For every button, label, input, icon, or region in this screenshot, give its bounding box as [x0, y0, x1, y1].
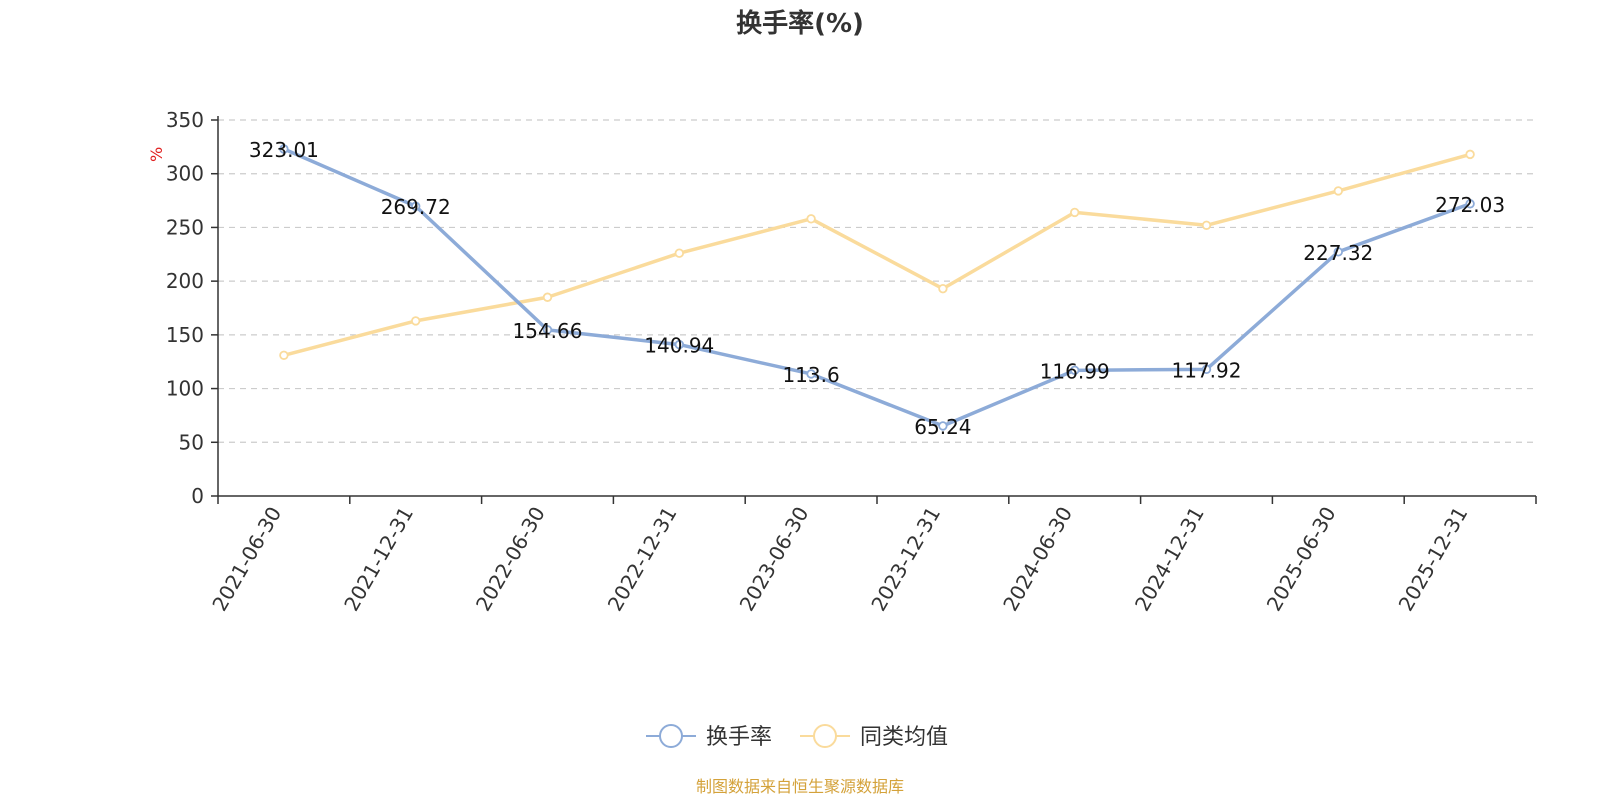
- y-tick-label: 50: [179, 430, 204, 454]
- source-note: 制图数据来自恒生聚源数据库: [696, 777, 904, 796]
- legend-item[interactable]: 换手率: [646, 724, 772, 750]
- data-point: [1069, 365, 1080, 376]
- x-tick-label: 2024-12-31: [1130, 503, 1209, 616]
- data-point: [1333, 186, 1343, 196]
- chart-title: 换手率(%): [736, 8, 864, 39]
- legend[interactable]: 换手率 同类均值: [646, 724, 948, 750]
- data-point: [279, 350, 289, 360]
- x-tick-label: 2021-12-31: [339, 503, 418, 616]
- data-point: [411, 316, 421, 326]
- data-label: 113.6: [782, 363, 839, 387]
- data-label: 140.94: [644, 334, 714, 358]
- y-axis-unit: %: [147, 147, 166, 162]
- y-tick-label: 100: [166, 377, 204, 401]
- data-label: 227.32: [1303, 241, 1373, 265]
- y-tick-label: 0: [191, 484, 204, 508]
- data-label: 323.01: [249, 138, 319, 162]
- x-tick-label: 2023-12-31: [866, 503, 945, 616]
- data-point: [1201, 220, 1212, 230]
- data-label: 272.03: [1435, 193, 1505, 217]
- x-tick-label: 2021-06-30: [207, 503, 286, 616]
- x-tick-label: 2022-06-30: [471, 503, 550, 616]
- legend-label: 换手率: [706, 725, 772, 750]
- data-label: 65.24: [914, 415, 971, 439]
- y-tick-label: 350: [166, 108, 204, 132]
- data-point: [1465, 149, 1475, 160]
- data-point: [938, 283, 948, 294]
- y-tick-label: 250: [166, 215, 204, 239]
- data-label: 269.72: [381, 195, 451, 219]
- x-tick-label: 2024-06-30: [998, 503, 1077, 616]
- series-line-1: [282, 147, 1472, 428]
- legend-item[interactable]: 同类均值: [800, 724, 948, 750]
- data-point: [411, 201, 421, 211]
- data-label: 154.66: [513, 319, 583, 343]
- axes: 0 50 100 150 200 250 300 350 2021-06-30 2021-12-3…: [166, 108, 1537, 616]
- grid-lines: [218, 119, 1536, 443]
- data-point: [542, 292, 553, 302]
- data-labels: 323.01 269.72 154.66 140.94 113.6 65.24 116.99…: [249, 138, 1505, 439]
- data-point: [542, 325, 553, 335]
- data-point: [1465, 199, 1475, 209]
- data-point: [806, 369, 816, 379]
- y-tick-label: 200: [166, 269, 204, 293]
- series-lines: [279, 144, 1475, 431]
- data-point: [1201, 364, 1212, 375]
- data-point: [806, 214, 816, 224]
- x-tick-label: 2022-12-31: [603, 503, 682, 616]
- data-point: [1333, 247, 1343, 257]
- legend-marker: [659, 724, 683, 748]
- y-tick-label: 150: [166, 323, 204, 347]
- legend-label: 同类均值: [860, 725, 948, 750]
- data-point: [279, 144, 289, 154]
- x-tick-label: 2025-06-30: [1262, 503, 1341, 616]
- data-point: [1069, 207, 1080, 218]
- data-point: [938, 421, 948, 431]
- x-tick-label: 2025-12-31: [1394, 503, 1473, 616]
- data-point: [674, 339, 684, 350]
- legend-marker: [813, 724, 837, 748]
- series-line-2: [282, 152, 1472, 358]
- data-label: 117.92: [1172, 358, 1242, 382]
- y-tick-label: 300: [166, 162, 204, 186]
- x-tick-label: 2023-06-30: [735, 503, 814, 616]
- data-point: [674, 248, 684, 258]
- data-label: 116.99: [1040, 359, 1110, 383]
